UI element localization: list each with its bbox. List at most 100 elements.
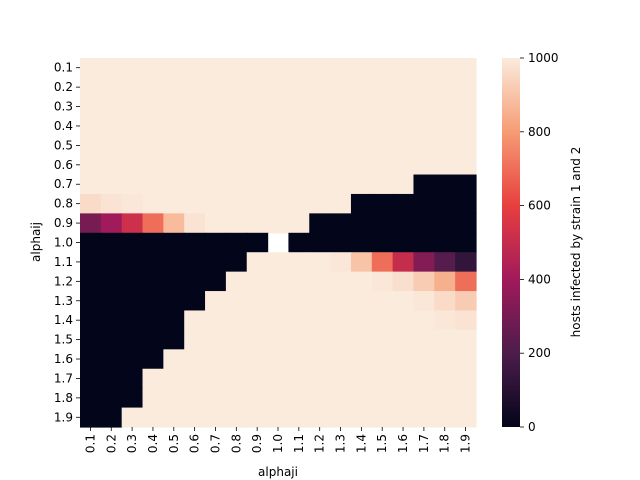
heatmap-cell (142, 193, 164, 214)
heatmap-cell (163, 96, 185, 117)
y-axis-ticks: 0.1 0.2 0.3 0.4 0.5 0.6 0.7 0.8 0.9 1.0 1.1 1.2 1.3 1… (54, 61, 80, 424)
heatmap-cell (80, 271, 102, 292)
heatmap-cell (100, 174, 123, 195)
heatmap-cell (288, 271, 310, 292)
heatmap-cell (100, 116, 123, 137)
heatmap-cell (142, 291, 164, 312)
heatmap-cell (434, 407, 456, 428)
heatmap-cell (350, 213, 373, 234)
y-tick-label: 0.7 (54, 177, 73, 191)
heatmap-cell (246, 77, 269, 98)
y-tick-label: 1.7 (54, 371, 73, 385)
x-tick-label: 0.4 (146, 434, 160, 453)
heatmap-cell (246, 407, 269, 428)
heatmap-cell (392, 155, 415, 176)
heatmap-cell (184, 291, 206, 312)
heatmap-cell (413, 388, 435, 409)
heatmap-cell (163, 252, 185, 273)
heatmap-cell (267, 77, 290, 98)
heatmap-cell (309, 368, 331, 389)
colorbar-tick-label: 200 (528, 346, 551, 360)
heatmap-cell (371, 96, 394, 117)
heatmap-cell (413, 252, 435, 273)
heatmap-cell (205, 407, 227, 428)
heatmap-cell (288, 58, 310, 79)
heatmap-cell (246, 329, 269, 350)
heatmap-cell (309, 213, 331, 234)
heatmap-cell (246, 58, 269, 79)
heatmap-cell (392, 349, 415, 370)
x-tick-label: 1.9 (459, 434, 473, 453)
heatmap-cell (413, 135, 435, 156)
heatmap-cell (350, 407, 373, 428)
heatmap-cell (350, 252, 373, 273)
heatmap-cell (267, 96, 290, 117)
heatmap-cell (455, 407, 477, 428)
heatmap-cell (225, 77, 248, 98)
heatmap-cell (350, 174, 373, 195)
heatmap-cell (371, 329, 394, 350)
heatmap-cell (371, 310, 394, 331)
heatmap-cell (142, 329, 164, 350)
heatmap-cell (455, 116, 477, 137)
heatmap-cell (163, 329, 185, 350)
heatmap-cell (121, 193, 144, 214)
heatmap-cell (267, 155, 290, 176)
heatmap-cell (288, 174, 310, 195)
heatmap-cell (371, 193, 394, 214)
heatmap-cell (455, 368, 477, 389)
heatmap-cell (350, 388, 373, 409)
heatmap-cell (330, 232, 352, 253)
heatmap-cell (434, 271, 456, 292)
heatmap-cell (267, 252, 290, 273)
heatmap-cell (434, 213, 456, 234)
y-tick-label: 1.1 (54, 255, 73, 269)
heatmap-cell (205, 96, 227, 117)
heatmap-cell (434, 349, 456, 370)
heatmap-cell (392, 368, 415, 389)
heatmap-cell (80, 135, 102, 156)
heatmap-cell (309, 135, 331, 156)
heatmap-cell (225, 368, 248, 389)
heatmap-cell (246, 310, 269, 331)
heatmap-cell (413, 232, 435, 253)
heatmap-cell (225, 329, 248, 350)
colorbar (502, 58, 520, 427)
heatmap-cell (392, 116, 415, 137)
heatmap-cell (246, 213, 269, 234)
heatmap-cell (163, 407, 185, 428)
heatmap-cell (121, 77, 144, 98)
y-axis-label: alphaij (29, 222, 43, 262)
heatmap-cell (225, 155, 248, 176)
heatmap-cell (392, 174, 415, 195)
heatmap-cell (121, 213, 144, 234)
x-tick-label: 1.8 (438, 434, 452, 453)
heatmap-cell (205, 116, 227, 137)
heatmap-cell (121, 116, 144, 137)
heatmap-cell (434, 116, 456, 137)
heatmap-cell (309, 329, 331, 350)
heatmap-cell (455, 271, 477, 292)
heatmap-cell (225, 349, 248, 370)
heatmap-cell (184, 252, 206, 273)
heatmap-cell (225, 252, 248, 273)
heatmap-cell (100, 58, 123, 79)
heatmap-cell (205, 155, 227, 176)
heatmap-cell (163, 368, 185, 389)
heatmap-cell (225, 388, 248, 409)
heatmap-cell (184, 407, 206, 428)
heatmap-cell (225, 58, 248, 79)
heatmap-cell (142, 271, 164, 292)
heatmap-cell (288, 135, 310, 156)
heatmap-cell (455, 155, 477, 176)
heatmap-cell (205, 329, 227, 350)
heatmap-cell (205, 193, 227, 214)
heatmap-cell (184, 135, 206, 156)
colorbar-tick-label: 1000 (528, 51, 559, 65)
y-tick-label: 0.4 (54, 119, 73, 133)
heatmap-cell (350, 96, 373, 117)
heatmap-cell (205, 135, 227, 156)
heatmap-cell (309, 193, 331, 214)
heatmap-cell (434, 193, 456, 214)
heatmap-cell (225, 291, 248, 312)
